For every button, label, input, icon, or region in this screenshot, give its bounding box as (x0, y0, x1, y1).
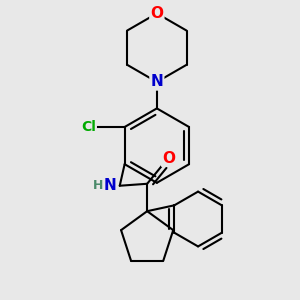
Text: O: O (150, 6, 164, 21)
Text: Cl: Cl (81, 120, 96, 134)
Text: O: O (162, 151, 175, 166)
Text: N: N (151, 74, 163, 89)
Text: H: H (93, 179, 104, 192)
Text: N: N (103, 178, 116, 193)
